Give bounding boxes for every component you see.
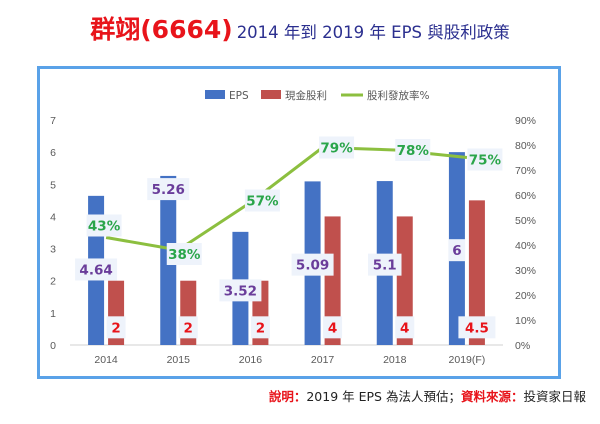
payout-data-label-bg (166, 243, 202, 265)
chart-subtitle: 2014 年到 2019 年 EPS 與股利政策 (236, 23, 510, 42)
dividend-data-label-bg (323, 316, 343, 339)
note-text: 2019 年 EPS 為法人預估； (306, 389, 461, 404)
combo-chart: 012345670%10%20%30%40%50%60%70%80%90%201… (50, 89, 536, 366)
note-label: 說明： (268, 389, 307, 404)
dividend-data-label: 2 (184, 320, 193, 336)
x-tick-label: 2016 (239, 354, 263, 366)
payout-data-label: 75% (469, 153, 502, 169)
y-right-tick-label: 90% (515, 115, 536, 127)
source-text: 投資家日報 (523, 389, 586, 404)
eps-data-label-bg (75, 258, 118, 281)
x-tick-label: 2017 (311, 354, 335, 366)
eps-data-label: 5.26 (152, 182, 185, 198)
eps-data-label-bg (448, 239, 466, 262)
dividend-data-label-bg (458, 316, 496, 339)
payout-data-label-bg (244, 189, 280, 212)
y-right-tick-label: 40% (515, 240, 536, 252)
eps-data-label-bg (219, 279, 262, 302)
dividend-data-label: 2 (256, 320, 265, 336)
y-left-tick-label: 1 (50, 308, 56, 320)
x-tick-label: 2018 (383, 354, 407, 366)
eps-data-label-bg (147, 178, 190, 201)
eps-data-label: 5.09 (296, 258, 329, 274)
dividend-data-label: 4 (400, 320, 409, 336)
payout-data-label: 57% (246, 194, 279, 210)
legend-swatch (261, 90, 281, 99)
dividend-data-label-bg (250, 316, 270, 339)
company-title: 群翊(6664) (90, 15, 233, 44)
dividend-data-label: 4 (328, 320, 337, 336)
y-left-tick-label: 4 (50, 211, 56, 223)
dividend-bar (324, 216, 341, 345)
payout-data-label-bg (395, 139, 431, 161)
y-left-tick-label: 7 (50, 115, 56, 127)
payout-data-label-bg (319, 136, 355, 159)
legend-label: 現金股利 (285, 89, 327, 102)
dividend-data-label: 4.5 (465, 320, 489, 336)
dividend-data-label: 2 (111, 320, 120, 336)
payout-data-label: 79% (320, 141, 353, 157)
dividend-bar (396, 216, 413, 345)
eps-data-label: 3.52 (224, 283, 257, 299)
dividend-data-label-bg (106, 316, 126, 339)
payout-data-label: 43% (88, 219, 121, 235)
eps-data-label: 6 (452, 243, 461, 259)
eps-data-label: 5.1 (373, 258, 397, 274)
y-left-tick-label: 5 (50, 179, 56, 191)
y-left-tick-label: 6 (50, 147, 56, 159)
chart-title: 群翊(6664) 2014 年到 2019 年 EPS 與股利政策 (0, 10, 600, 46)
dividend-data-label-bg (178, 316, 198, 339)
dividend-data-label-bg (395, 316, 415, 339)
y-right-tick-label: 70% (515, 165, 536, 177)
source-label: 資料來源： (460, 389, 524, 404)
x-tick-label: 2014 (94, 354, 118, 366)
legend-swatch (205, 90, 225, 99)
y-left-tick-label: 2 (50, 276, 56, 288)
y-right-tick-label: 20% (515, 290, 536, 302)
payout-data-label-bg (86, 214, 122, 237)
eps-data-label-bg (368, 253, 402, 276)
footnote: 說明：2019 年 EPS 為法人預估；資料來源：投資家日報 (269, 386, 586, 405)
payout-data-label: 38% (168, 247, 201, 263)
y-right-tick-label: 50% (515, 215, 536, 227)
y-right-tick-label: 10% (515, 315, 536, 327)
eps-data-label-bg (291, 253, 334, 276)
chart-frame: 0 1 2 3 4 5 6 7 0% 10% 20% 30% 40% 50% 60% 70% 80% 90% 201… (37, 66, 561, 379)
y-right-tick-label: 30% (515, 265, 536, 277)
payout-data-label: 78% (397, 143, 430, 159)
legend-label: EPS (229, 90, 249, 102)
dividend-bar (468, 200, 485, 345)
eps-data-label: 4.64 (79, 262, 112, 278)
y-right-tick-label: 0% (515, 340, 530, 352)
payout-data-label-bg (467, 148, 503, 171)
legend-label: 股利發放率% (367, 89, 429, 102)
y-right-tick-label: 60% (515, 190, 536, 202)
y-left-tick-label: 3 (50, 244, 56, 256)
x-tick-label: 2019(F) (449, 354, 486, 366)
y-left-tick-label: 0 (50, 340, 56, 352)
y-right-tick-label: 80% (515, 140, 536, 152)
x-tick-label: 2015 (167, 354, 191, 366)
